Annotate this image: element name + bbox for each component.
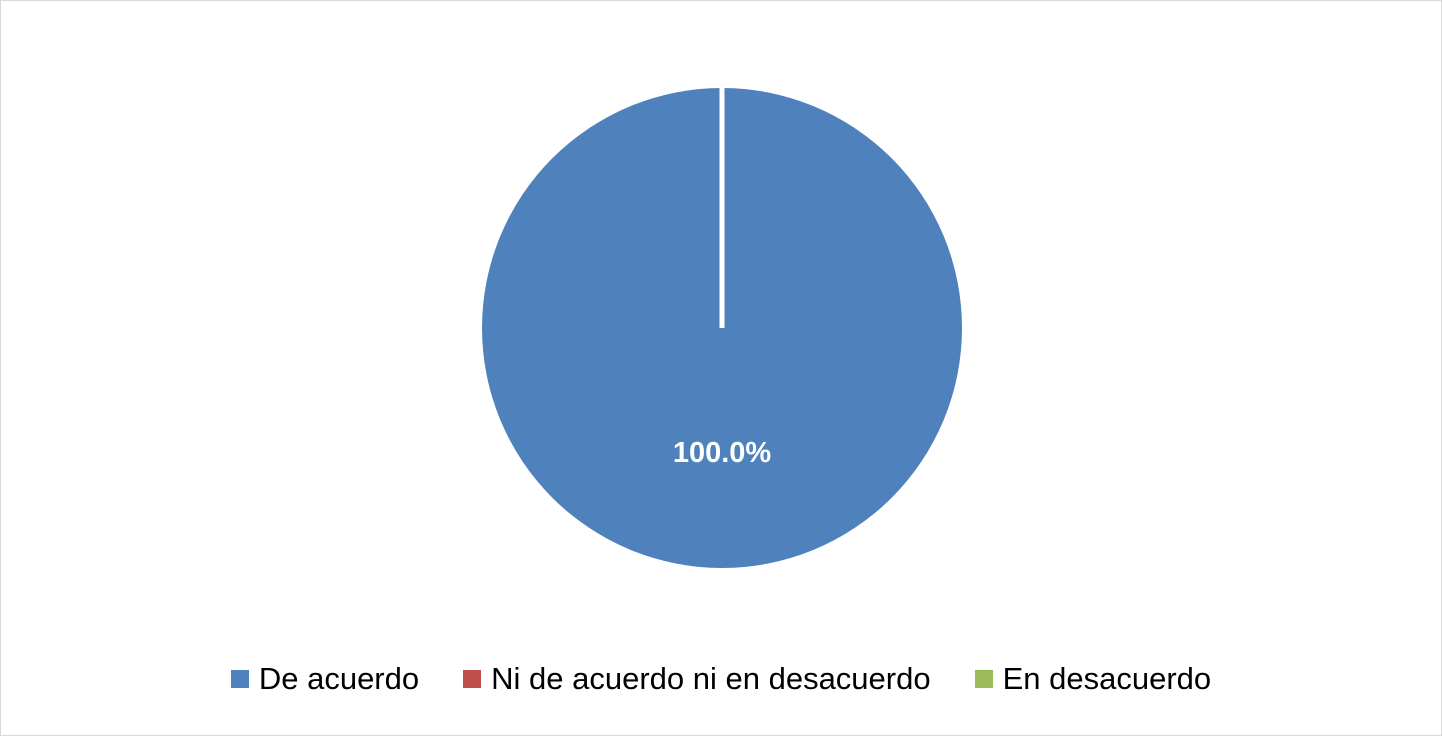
legend-item-ni-de-acuerdo: Ni de acuerdo ni en desacuerdo [463,661,931,697]
legend-label: En desacuerdo [1002,661,1212,696]
legend-item-en-desacuerdo: En desacuerdo [974,661,1212,697]
legend-label: De acuerdo [258,661,420,696]
legend-item-de-acuerdo: De acuerdo [230,661,420,697]
legend-label: Ni de acuerdo ni en desacuerdo [491,661,931,696]
legend-swatch [974,670,993,688]
legend: De acuerdo Ni de acuerdo ni en desacuerd… [1,661,1441,697]
data-label: 100.0% [673,437,772,469]
legend-swatch [463,670,482,688]
legend-swatch [230,670,249,688]
